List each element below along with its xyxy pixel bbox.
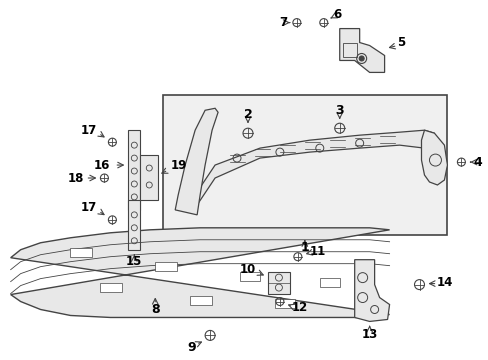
Text: 10: 10 bbox=[240, 263, 256, 276]
Bar bbox=[274, 298, 294, 307]
Text: 6: 6 bbox=[333, 8, 341, 21]
Text: 16: 16 bbox=[94, 158, 110, 172]
Text: 17: 17 bbox=[80, 124, 96, 137]
Bar bbox=[163, 95, 447, 235]
Text: 3: 3 bbox=[335, 104, 344, 117]
Bar bbox=[128, 130, 140, 210]
Text: 17: 17 bbox=[80, 201, 96, 215]
Polygon shape bbox=[175, 108, 218, 215]
Text: 18: 18 bbox=[67, 171, 83, 185]
Text: 1: 1 bbox=[300, 241, 308, 254]
Bar bbox=[155, 262, 177, 271]
Polygon shape bbox=[339, 28, 384, 72]
Text: 5: 5 bbox=[397, 36, 405, 49]
Bar bbox=[354, 298, 374, 306]
Text: 13: 13 bbox=[361, 328, 377, 341]
Text: 8: 8 bbox=[151, 303, 159, 316]
Bar bbox=[140, 155, 158, 200]
Bar bbox=[70, 248, 92, 257]
Text: 14: 14 bbox=[435, 276, 452, 289]
Bar bbox=[267, 272, 289, 293]
Text: 7: 7 bbox=[278, 16, 286, 29]
Circle shape bbox=[359, 56, 364, 61]
Bar bbox=[128, 200, 140, 250]
Text: 2: 2 bbox=[243, 108, 252, 121]
Polygon shape bbox=[421, 130, 447, 185]
Bar bbox=[319, 278, 339, 287]
Polygon shape bbox=[354, 260, 389, 321]
Text: 11: 11 bbox=[309, 245, 325, 258]
Bar bbox=[342, 42, 356, 58]
Text: 4: 4 bbox=[472, 156, 481, 168]
Text: 19: 19 bbox=[170, 158, 186, 172]
Text: 15: 15 bbox=[126, 255, 142, 268]
Text: 9: 9 bbox=[187, 341, 196, 354]
Text: 12: 12 bbox=[291, 301, 307, 314]
Bar bbox=[100, 283, 122, 292]
Polygon shape bbox=[11, 228, 389, 318]
Bar bbox=[190, 296, 212, 305]
Polygon shape bbox=[195, 130, 433, 208]
Bar bbox=[240, 272, 260, 280]
